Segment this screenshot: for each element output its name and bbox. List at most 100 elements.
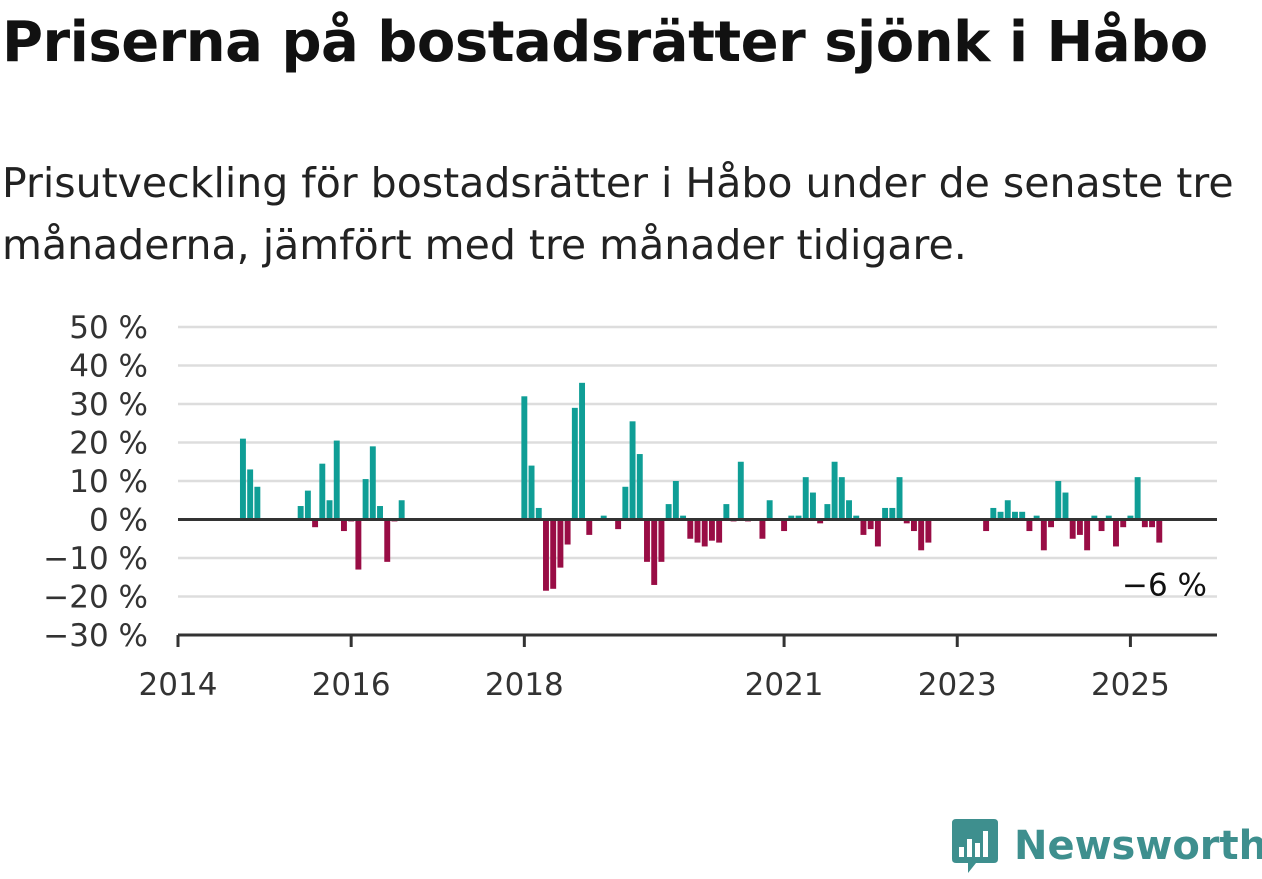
x-tick-label: 2018 bbox=[485, 667, 564, 703]
bar bbox=[1033, 515, 1040, 520]
bar bbox=[925, 519, 932, 543]
gridlines bbox=[178, 325, 1217, 598]
bar bbox=[918, 519, 925, 551]
bar bbox=[723, 504, 730, 520]
bar bbox=[672, 481, 679, 520]
bar bbox=[651, 519, 658, 585]
bar bbox=[340, 519, 347, 532]
bar bbox=[882, 507, 889, 520]
bar bbox=[1156, 519, 1163, 543]
bar bbox=[319, 463, 326, 520]
bar bbox=[687, 519, 694, 539]
bar bbox=[535, 507, 542, 520]
bar bbox=[903, 519, 910, 524]
bar bbox=[586, 519, 593, 535]
brand-logo: Newsworthy bbox=[950, 818, 1262, 874]
bar bbox=[1113, 519, 1119, 547]
bar bbox=[384, 519, 391, 562]
bar bbox=[701, 519, 708, 547]
bar bbox=[860, 519, 867, 535]
chart-title: Priserna på bostadsrätter sjönk i Håbo bbox=[2, 10, 1208, 75]
y-tick-label: 50 % bbox=[69, 310, 148, 346]
x-tick-label: 2021 bbox=[745, 667, 824, 703]
bar bbox=[867, 519, 874, 530]
x-tick-label: 2025 bbox=[1091, 667, 1170, 703]
bar bbox=[1062, 492, 1069, 520]
bar bbox=[1026, 519, 1033, 532]
bar bbox=[737, 461, 744, 520]
y-tick-label: −10 % bbox=[43, 541, 148, 577]
bar bbox=[333, 440, 340, 520]
bar bbox=[1040, 519, 1047, 551]
y-tick-label: −30 % bbox=[43, 618, 148, 654]
bar bbox=[788, 515, 795, 520]
bar bbox=[824, 504, 831, 520]
x-tick-label: 2016 bbox=[312, 667, 391, 703]
bar bbox=[629, 421, 636, 520]
bar bbox=[622, 486, 629, 520]
newsworthy-logo-icon bbox=[952, 819, 998, 873]
bar bbox=[355, 519, 362, 570]
bar bbox=[1055, 481, 1062, 520]
bar bbox=[521, 396, 528, 520]
y-tick-label: 10 % bbox=[69, 464, 148, 500]
bar bbox=[1019, 511, 1026, 520]
bar bbox=[838, 477, 845, 520]
bar bbox=[571, 407, 578, 520]
bar bbox=[802, 477, 809, 520]
bar bbox=[1048, 519, 1055, 528]
bar bbox=[831, 461, 838, 520]
bar bbox=[1127, 515, 1134, 520]
bar bbox=[600, 515, 607, 520]
bar bbox=[846, 500, 852, 520]
bar bbox=[680, 515, 687, 520]
bar bbox=[1120, 519, 1127, 528]
bar bbox=[312, 519, 319, 528]
bar bbox=[889, 507, 896, 520]
bar bbox=[766, 500, 773, 520]
bar bbox=[997, 511, 1004, 520]
bar bbox=[557, 519, 564, 568]
bar bbox=[1004, 500, 1011, 520]
last-value-label: −6 % bbox=[1122, 568, 1207, 604]
bar bbox=[716, 519, 723, 543]
bar bbox=[896, 477, 903, 520]
bar bbox=[1069, 519, 1076, 539]
bar bbox=[809, 492, 816, 520]
bar bbox=[247, 469, 254, 520]
bar bbox=[528, 465, 535, 520]
bar bbox=[1098, 519, 1105, 532]
y-tick-label: 40 % bbox=[69, 349, 148, 385]
bar bbox=[874, 519, 881, 547]
y-tick-label: 0 % bbox=[89, 503, 148, 539]
bar bbox=[297, 506, 304, 520]
bar bbox=[304, 490, 311, 520]
x-tick-label: 2023 bbox=[918, 667, 997, 703]
bar bbox=[911, 519, 917, 532]
bar bbox=[1141, 519, 1148, 528]
bar bbox=[644, 519, 650, 562]
y-tick-label: −20 % bbox=[43, 580, 148, 616]
bar bbox=[983, 519, 990, 532]
bar bbox=[1149, 519, 1156, 528]
bar-chart: −30 %−20 %−10 %0 %10 %20 %30 %40 %50 % 2… bbox=[43, 310, 1217, 703]
bar bbox=[1105, 515, 1112, 520]
bar bbox=[564, 519, 571, 545]
bar bbox=[759, 519, 766, 539]
y-tick-label: 20 % bbox=[69, 426, 148, 462]
y-tick-label: 30 % bbox=[69, 387, 148, 423]
bar bbox=[990, 507, 997, 520]
bar bbox=[398, 500, 405, 520]
bar bbox=[615, 519, 622, 530]
chart-subtitle: Prisutveckling för bostadsrätter i Håbo … bbox=[2, 159, 1234, 269]
bar bbox=[377, 506, 383, 520]
bar bbox=[781, 519, 788, 532]
bar bbox=[1091, 515, 1098, 520]
bar bbox=[694, 519, 701, 543]
x-tick-label: 2014 bbox=[139, 667, 218, 703]
bars bbox=[239, 382, 1163, 591]
bar bbox=[795, 515, 802, 520]
bar bbox=[817, 519, 824, 524]
bar bbox=[369, 446, 376, 520]
x-axis-ticks: 2014 2016 2018 2021 2023 2025 bbox=[139, 635, 1170, 703]
